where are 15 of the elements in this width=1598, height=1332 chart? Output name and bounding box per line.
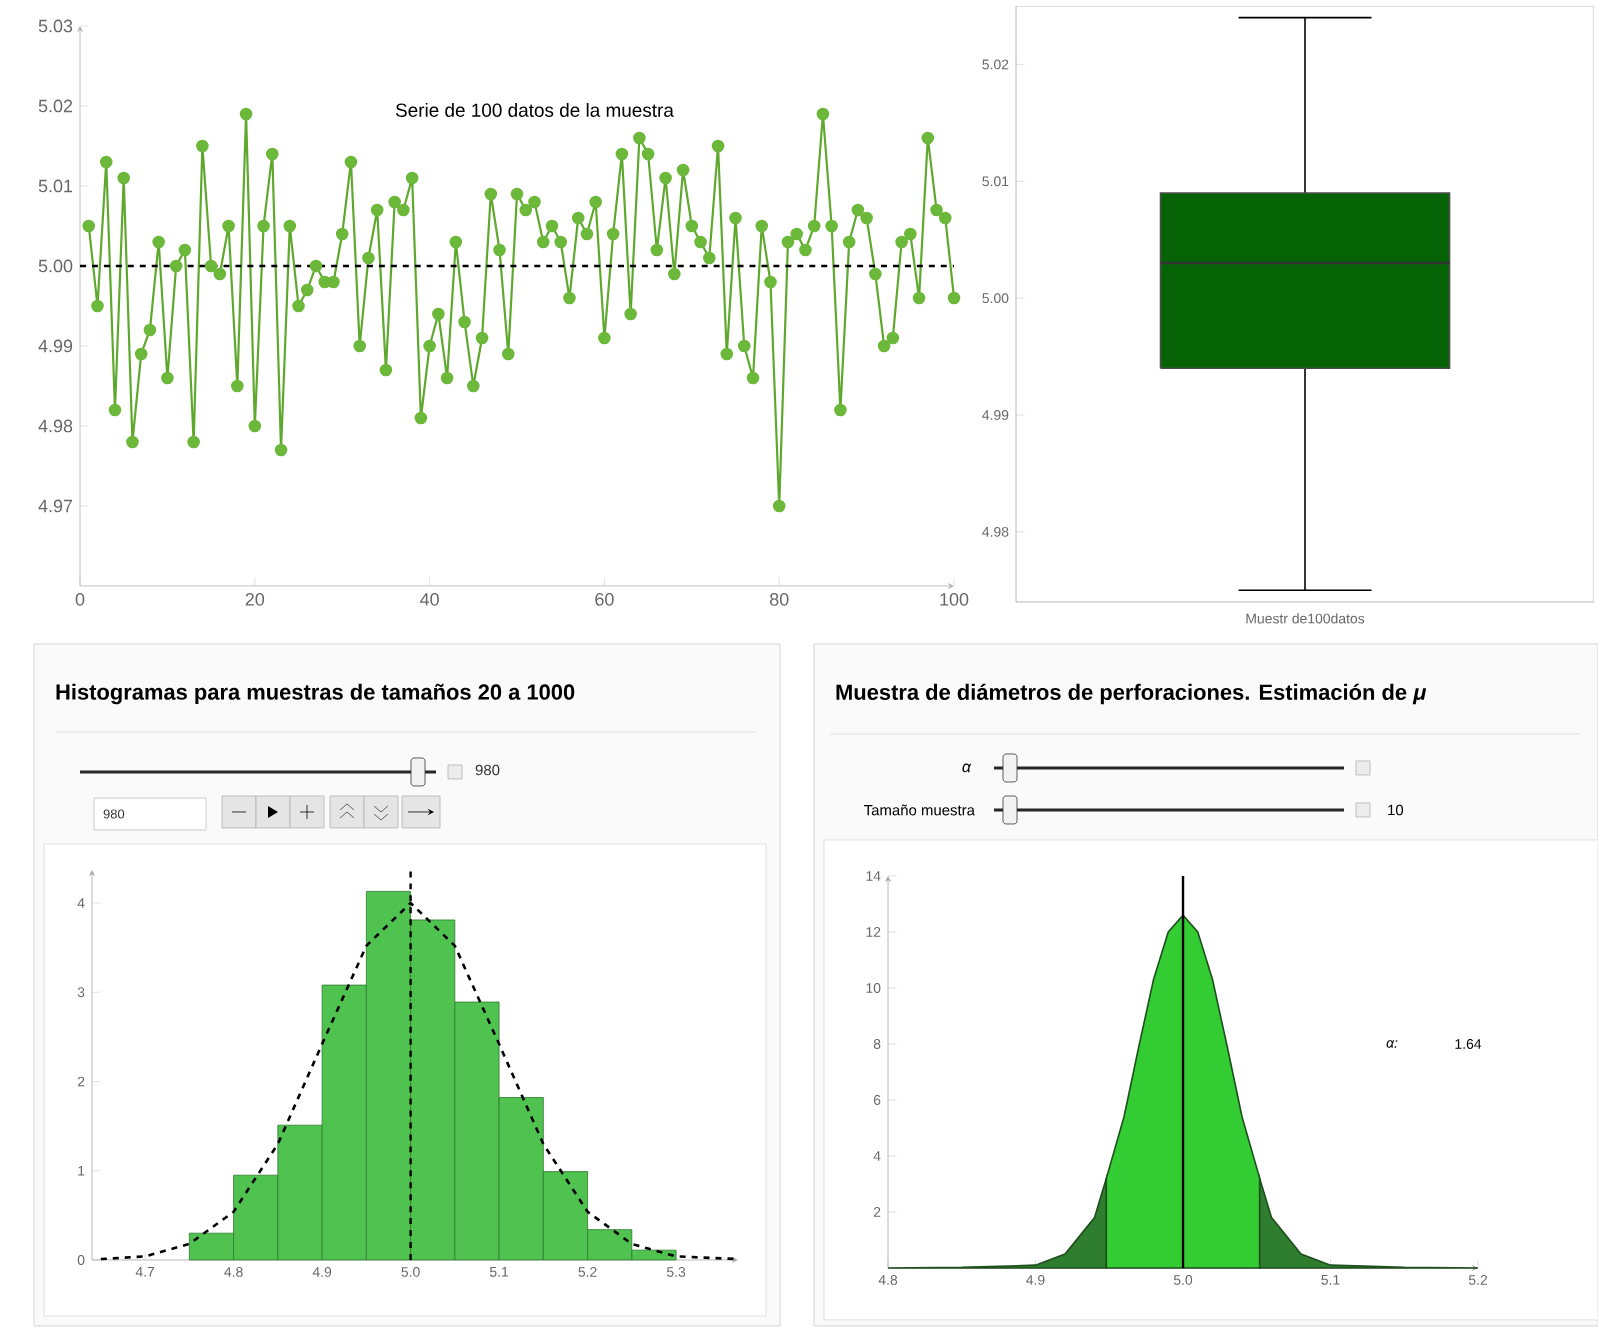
y-tick-label: 5.03 [38, 19, 73, 33]
x-tick-label: 60 [595, 593, 614, 606]
x-tick-label: 80 [770, 593, 789, 606]
y-tick-label: 5.00 [38, 259, 73, 273]
y-tick-label: 5.01 [38, 179, 73, 193]
y-tick-label: 4.98 [38, 419, 73, 433]
x-tick-label: 40 [420, 593, 439, 606]
text: Serie de 100 datos de la muestra [395, 103, 674, 117]
x-tick-label: 100 [940, 593, 969, 606]
y-tick-label: 5.02 [38, 99, 73, 113]
chart-title: Muestra de diámetros de perforaciones. Estimación de μ [836, 683, 1427, 705]
x-tick-label: 20 [245, 593, 265, 606]
y-tick-label: 4.99 [38, 339, 73, 353]
y-tick-label: 4.97 [38, 499, 73, 513]
chart-title: Histogramas para muestras de tamaños 20 a 1000 [56, 683, 575, 705]
